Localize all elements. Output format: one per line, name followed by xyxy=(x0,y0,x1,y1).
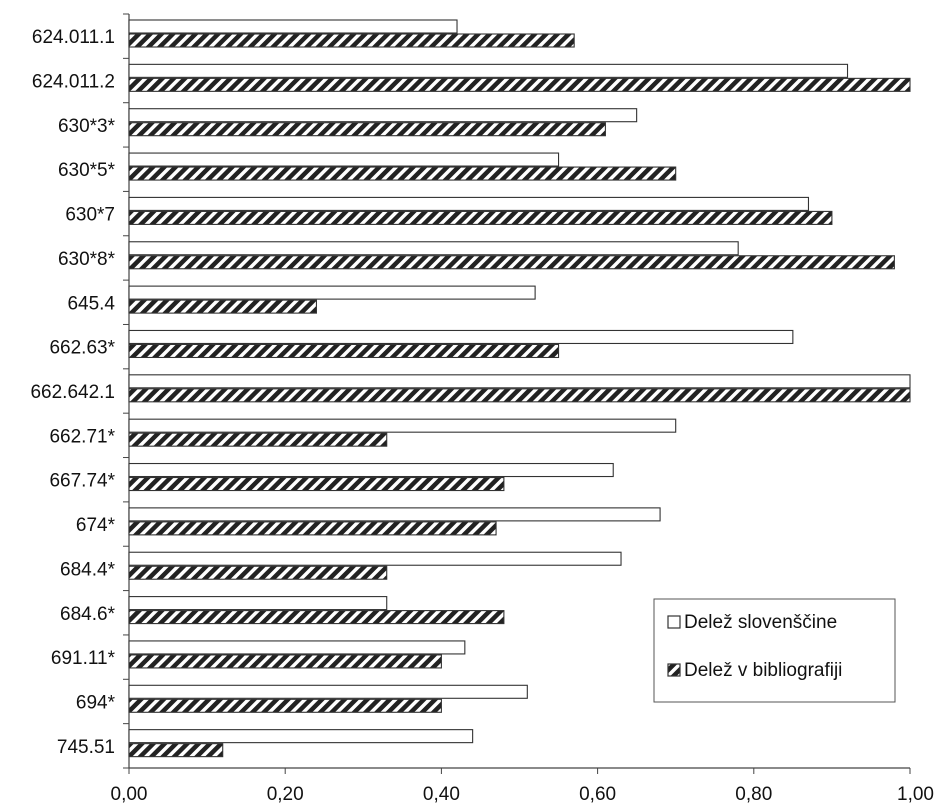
bar-slovenscine xyxy=(128,596,388,611)
bar-slovenscine xyxy=(128,285,536,300)
category-label: 630*5* xyxy=(58,160,116,181)
legend-label-bibliografiji: Delež v bibliografiji xyxy=(684,660,842,681)
category-label: 624.011.2 xyxy=(32,72,115,93)
chart-bars xyxy=(128,19,911,758)
category-label: 624.011.1 xyxy=(32,27,115,48)
x-tick-label: 0,20 xyxy=(267,784,304,805)
bar-bibliografiji xyxy=(128,654,442,669)
bar-slovenscine xyxy=(128,241,739,256)
category-label: 694* xyxy=(76,692,116,713)
bar-slovenscine xyxy=(128,63,849,78)
bar-slovenscine xyxy=(128,108,638,123)
bar-slovenscine xyxy=(128,374,911,389)
bar-slovenscine xyxy=(128,507,661,522)
bar-slovenscine xyxy=(128,684,528,699)
bar-bibliografiji xyxy=(128,521,497,536)
x-tick-label: 0,80 xyxy=(735,784,772,805)
bar-bibliografiji xyxy=(128,432,388,447)
x-tick-label: 0,00 xyxy=(111,784,148,805)
bar-bibliografiji xyxy=(128,33,575,48)
legend-box xyxy=(653,598,896,703)
category-label: 684.6* xyxy=(60,604,116,625)
bar-bibliografiji xyxy=(128,299,317,314)
legend-label-slovenscine: Delež slovenščine xyxy=(684,612,837,633)
bar-bibliografiji xyxy=(128,77,911,92)
bar-slovenscine xyxy=(128,640,466,655)
bar-slovenscine xyxy=(128,152,560,167)
bar-slovenscine xyxy=(128,19,458,34)
bar-bibliografiji xyxy=(128,210,833,225)
bar-slovenscine xyxy=(128,196,810,211)
x-tick-label: 0,40 xyxy=(423,784,460,805)
category-label: 691.11* xyxy=(51,648,116,669)
bar-bibliografiji xyxy=(128,610,505,625)
category-label: 684.4* xyxy=(60,559,116,580)
x-tick-label: 1,00 xyxy=(897,784,934,805)
category-label: 745.51 xyxy=(57,737,115,758)
category-label: 645.4 xyxy=(67,293,115,314)
bar-slovenscine xyxy=(128,462,614,478)
category-label: 630*3* xyxy=(58,116,116,137)
x-tick-label: 0,60 xyxy=(579,784,616,805)
category-label: 662.63* xyxy=(49,338,115,359)
legend-swatch-bibliografiji xyxy=(667,663,681,677)
category-label: 662.642.1 xyxy=(30,382,115,403)
bar-bibliografiji xyxy=(128,166,677,181)
bar-slovenscine xyxy=(128,729,474,744)
bar-bibliografiji xyxy=(128,743,224,758)
bar-slovenscine xyxy=(128,418,677,433)
bar-bibliografiji xyxy=(128,388,911,403)
bar-bibliografiji xyxy=(128,122,606,137)
bar-slovenscine xyxy=(128,551,622,566)
category-labels: 624.011.1 624.011.2 630*3* 630*5* 630*7 630*8… xyxy=(30,27,115,758)
category-label: 630*8* xyxy=(58,249,116,270)
chart-legend: Delež slovenščine Delež v bibliografiji xyxy=(653,598,896,703)
category-label: 662.71* xyxy=(49,426,115,447)
bar-bibliografiji xyxy=(128,255,895,270)
category-label: 674* xyxy=(76,515,116,536)
bar-bibliografiji xyxy=(128,343,560,359)
tick-labels: 0,00 0,20 0,40 0,60 0,80 1,00 xyxy=(111,784,934,805)
category-label: 667.74* xyxy=(49,471,115,492)
bar-bibliografiji xyxy=(128,698,442,713)
bar-bibliografiji xyxy=(128,565,388,580)
legend-swatch-slovenscine xyxy=(667,615,681,629)
bar-slovenscine xyxy=(128,329,794,345)
bar-bibliografiji xyxy=(128,476,505,492)
category-label: 630*7 xyxy=(65,205,115,226)
